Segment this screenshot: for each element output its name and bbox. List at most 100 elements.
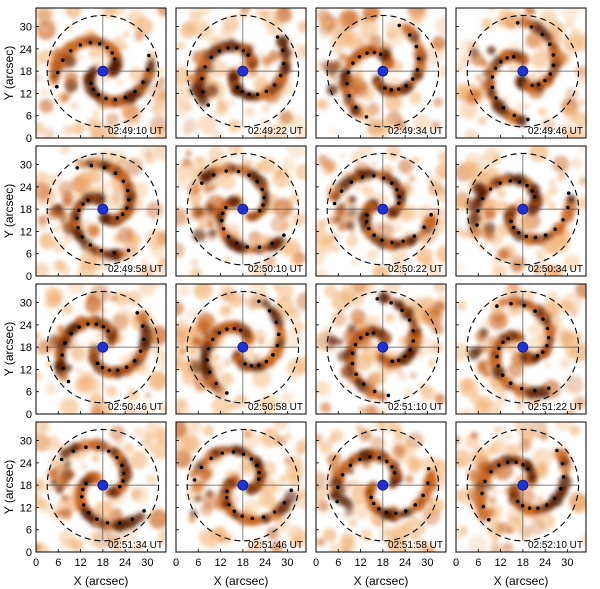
- spiral-track-dot: [121, 479, 125, 483]
- spiral-track-dot: [553, 227, 557, 232]
- spiral-track-dot: [515, 21, 520, 25]
- reference-circle: [326, 152, 440, 266]
- x-tick-label: 24: [259, 557, 271, 569]
- spiral-track-dot: [272, 83, 277, 87]
- spiral-track-dot: [397, 23, 402, 28]
- spiral-track-dot: [339, 189, 344, 193]
- y-axis-label: Y (arcsec): [2, 46, 16, 100]
- spiral-track-dot: [389, 88, 394, 92]
- spiral-track-dot: [126, 248, 131, 253]
- spiral-track-dot: [221, 226, 226, 231]
- spiral-track-dot: [102, 165, 107, 170]
- spiral-track-dot: [209, 55, 213, 60]
- spiral-track-dot: [558, 487, 563, 491]
- spiral-track-dot: [100, 365, 105, 370]
- emission-image: [456, 8, 586, 138]
- spiral-track-dot: [365, 213, 369, 217]
- spiral-track-dot: [257, 363, 261, 367]
- spiral-track-dot: [97, 42, 102, 46]
- spiral-track-dot: [77, 325, 81, 329]
- center-marker: [517, 65, 529, 77]
- spiral-track-dot: [142, 509, 146, 513]
- y-tick-label: 24: [20, 458, 32, 470]
- spiral-track-dot: [401, 239, 406, 244]
- spiral-track-dot: [486, 517, 491, 522]
- spiral-track-dot: [514, 460, 518, 464]
- spiral-track-dot: [192, 478, 197, 482]
- spiral-track-dot: [501, 340, 505, 345]
- spiral-track-dot: [210, 337, 215, 342]
- spiral-track-dot: [481, 504, 486, 509]
- spiral-track-dot: [59, 457, 64, 462]
- spiral-track-dot: [275, 343, 280, 348]
- y-tick-label: 24: [20, 320, 32, 332]
- reference-circle: [326, 14, 440, 128]
- spiral-track-dot: [390, 464, 394, 469]
- spiral-track-dot: [357, 54, 362, 59]
- spiral-track-dot: [426, 466, 431, 471]
- spiral-track-dot: [206, 103, 210, 107]
- spiral-track-dot: [404, 83, 409, 88]
- spiral-track-dot: [476, 209, 480, 213]
- y-tick-label: 24: [20, 182, 32, 194]
- panel: 02:51:10 UT: [315, 283, 447, 415]
- spiral-track-dot: [261, 203, 265, 207]
- spiral-track-dot: [56, 70, 60, 75]
- spiral-track-dot: [566, 205, 570, 210]
- reference-circle: [466, 152, 580, 266]
- spiral-track-dot: [225, 489, 229, 493]
- x-tick-label: 6: [195, 557, 201, 569]
- spiral-track-dot: [140, 324, 145, 328]
- spiral-track-dot: [543, 78, 547, 83]
- x-tick-label: 18: [377, 557, 389, 569]
- spiral-track-dot: [407, 318, 412, 322]
- spiral-track-dot: [274, 320, 278, 325]
- spiral-track-dot: [71, 449, 76, 453]
- timestamp-label: 02:52:10 UT: [528, 540, 583, 551]
- spiral-track-dot: [86, 322, 90, 326]
- spiral-track-dot: [544, 503, 549, 507]
- spiral-track-dot: [117, 484, 122, 489]
- x-axis-label: X (arcsec): [494, 574, 549, 588]
- spiral-track-dot: [364, 219, 369, 224]
- spiral-track-dot: [120, 463, 124, 468]
- spiral-track-dot: [135, 311, 140, 315]
- spiral-track-dot: [390, 359, 395, 364]
- spiral-track-dot: [358, 457, 362, 462]
- timestamp-label: 02:49:22 UT: [248, 126, 303, 137]
- timestamp-label: 02:51:46 UT: [248, 540, 303, 551]
- spiral-track-dot: [245, 245, 250, 249]
- spiral-track-dot: [509, 219, 513, 224]
- spiral-track-dot: [88, 243, 93, 247]
- panel-frame: [315, 7, 447, 139]
- spiral-track-dot: [125, 206, 129, 210]
- spiral-track-dot: [95, 517, 99, 521]
- spiral-track-dot: [113, 97, 118, 102]
- y-tick-label: 30: [20, 22, 32, 34]
- spiral-track-dot: [361, 382, 366, 386]
- spiral-track-dot: [281, 61, 286, 66]
- panel: 02:50:10 UT: [175, 145, 307, 277]
- spiral-track-dot: [84, 481, 88, 486]
- spiral-track-dot: [276, 332, 281, 337]
- y-tick-label: 30: [20, 298, 32, 310]
- panel: 02:49:34 UT: [315, 7, 447, 139]
- spiral-track-dot: [389, 181, 394, 185]
- timestamp-label: 02:50:34 UT: [528, 264, 583, 275]
- spiral-track-dot: [214, 381, 218, 386]
- spiral-track-dot: [495, 354, 499, 359]
- reference-circle: [186, 290, 300, 404]
- spiral-track-dot: [241, 48, 246, 53]
- spiral-track-dot: [138, 349, 143, 353]
- spiral-track-dot: [403, 354, 407, 359]
- spiral-track-dot: [289, 488, 293, 493]
- spiral-track-dot: [351, 61, 355, 66]
- panel-frame: [175, 7, 307, 139]
- spiral-track-dot: [256, 477, 261, 481]
- center-marker: [517, 341, 529, 353]
- spiral-track-dot: [493, 66, 498, 71]
- spiral-track-dot: [500, 373, 505, 377]
- spiral-track-dot: [121, 179, 126, 184]
- spiral-track-dot: [232, 326, 237, 331]
